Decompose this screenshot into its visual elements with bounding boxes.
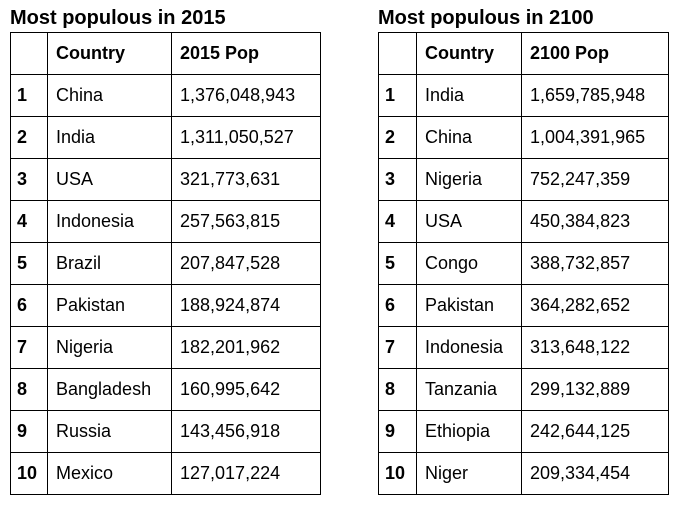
rank-cell: 8 (10, 368, 48, 411)
country-cell: USA (47, 158, 172, 201)
table-row: 2 China 1,004,391,965 (378, 116, 669, 159)
rank-header (378, 32, 417, 75)
country-cell: China (416, 116, 522, 159)
country-cell: Pakistan (47, 284, 172, 327)
population-cell: 299,132,889 (521, 368, 669, 411)
table-row: 3 USA 321,773,631 (10, 158, 321, 201)
table-title: Most populous in 2015 (10, 7, 226, 29)
population-cell: 143,456,918 (171, 410, 321, 453)
rank-cell: 3 (378, 158, 417, 201)
header-row: Country 2100 Pop (378, 32, 669, 75)
table-row: 2 India 1,311,050,527 (10, 116, 321, 159)
table-row: 9 Ethiopia 242,644,125 (378, 410, 669, 453)
country-cell: China (47, 74, 172, 117)
rank-cell: 1 (10, 74, 48, 117)
population-cell: 313,648,122 (521, 326, 669, 369)
population-cell: 1,311,050,527 (171, 116, 321, 159)
rank-header (10, 32, 48, 75)
rank-cell: 7 (10, 326, 48, 369)
rank-cell: 4 (378, 200, 417, 243)
population-table-2100: Country 2100 Pop 1 India 1,659,785,948 2… (378, 32, 669, 495)
rank-cell: 5 (378, 242, 417, 285)
country-cell: Russia (47, 410, 172, 453)
table-panel-2015: Most populous in 2015 Country 2015 Pop 1… (10, 6, 321, 495)
table-title: Most populous in 2100 (378, 7, 594, 29)
population-cell: 182,201,962 (171, 326, 321, 369)
country-cell: Brazil (47, 242, 172, 285)
table-row: 4 Indonesia 257,563,815 (10, 200, 321, 243)
table-row: 5 Brazil 207,847,528 (10, 242, 321, 285)
population-cell: 127,017,224 (171, 452, 321, 495)
rank-cell: 10 (378, 452, 417, 495)
rank-cell: 8 (378, 368, 417, 411)
country-header: Country (416, 32, 522, 75)
country-cell: Indonesia (47, 200, 172, 243)
header-row: Country 2015 Pop (10, 32, 321, 75)
table-row: 6 Pakistan 364,282,652 (378, 284, 669, 327)
population-cell: 188,924,874 (171, 284, 321, 327)
table-panel-2100: Most populous in 2100 Country 2100 Pop 1… (378, 6, 669, 495)
population-table-2015: Country 2015 Pop 1 China 1,376,048,943 2… (10, 32, 321, 495)
population-cell: 364,282,652 (521, 284, 669, 327)
rank-cell: 9 (10, 410, 48, 453)
table-row: 10 Mexico 127,017,224 (10, 452, 321, 495)
table-row: 4 USA 450,384,823 (378, 200, 669, 243)
country-cell: Pakistan (416, 284, 522, 327)
rank-cell: 10 (10, 452, 48, 495)
population-cell: 388,732,857 (521, 242, 669, 285)
table-row: 3 Nigeria 752,247,359 (378, 158, 669, 201)
population-cell: 1,004,391,965 (521, 116, 669, 159)
rank-cell: 9 (378, 410, 417, 453)
rank-cell: 6 (10, 284, 48, 327)
population-cell: 242,644,125 (521, 410, 669, 453)
table-row: 7 Indonesia 313,648,122 (378, 326, 669, 369)
table-row: 1 India 1,659,785,948 (378, 74, 669, 117)
country-cell: Nigeria (416, 158, 522, 201)
population-header: 2100 Pop (521, 32, 669, 75)
table-row: 8 Tanzania 299,132,889 (378, 368, 669, 411)
country-cell: India (416, 74, 522, 117)
rank-cell: 4 (10, 200, 48, 243)
country-cell: Tanzania (416, 368, 522, 411)
country-cell: Bangladesh (47, 368, 172, 411)
table-row: 6 Pakistan 188,924,874 (10, 284, 321, 327)
rank-cell: 5 (10, 242, 48, 285)
country-cell: Mexico (47, 452, 172, 495)
table-row: 5 Congo 388,732,857 (378, 242, 669, 285)
population-header: 2015 Pop (171, 32, 321, 75)
table-row: 8 Bangladesh 160,995,642 (10, 368, 321, 411)
population-cell: 257,563,815 (171, 200, 321, 243)
table-row: 7 Nigeria 182,201,962 (10, 326, 321, 369)
rank-cell: 7 (378, 326, 417, 369)
table-row: 1 China 1,376,048,943 (10, 74, 321, 117)
rank-cell: 2 (378, 116, 417, 159)
population-cell: 1,659,785,948 (521, 74, 669, 117)
population-cell: 207,847,528 (171, 242, 321, 285)
rank-cell: 2 (10, 116, 48, 159)
population-cell: 160,995,642 (171, 368, 321, 411)
country-cell: Ethiopia (416, 410, 522, 453)
population-cell: 752,247,359 (521, 158, 669, 201)
population-cell: 450,384,823 (521, 200, 669, 243)
country-cell: Nigeria (47, 326, 172, 369)
country-cell: Congo (416, 242, 522, 285)
rank-cell: 1 (378, 74, 417, 117)
population-cell: 209,334,454 (521, 452, 669, 495)
table-row: 10 Niger 209,334,454 (378, 452, 669, 495)
country-cell: USA (416, 200, 522, 243)
country-cell: Niger (416, 452, 522, 495)
rank-cell: 6 (378, 284, 417, 327)
country-cell: India (47, 116, 172, 159)
country-cell: Indonesia (416, 326, 522, 369)
country-header: Country (47, 32, 172, 75)
population-cell: 1,376,048,943 (171, 74, 321, 117)
rank-cell: 3 (10, 158, 48, 201)
table-row: 9 Russia 143,456,918 (10, 410, 321, 453)
population-cell: 321,773,631 (171, 158, 321, 201)
